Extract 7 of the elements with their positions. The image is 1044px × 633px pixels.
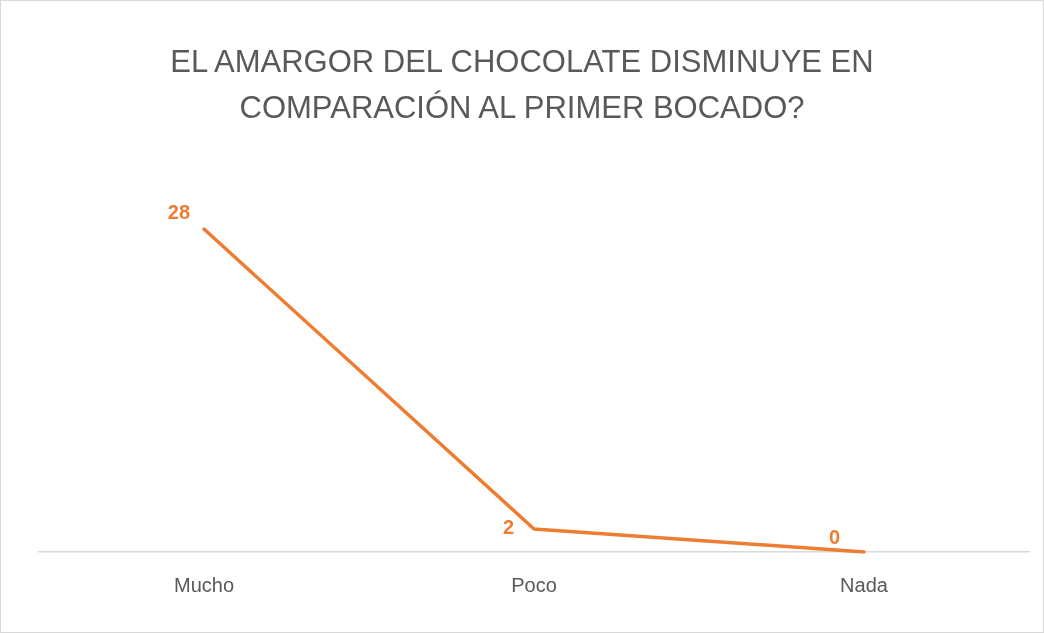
x-tick-label: Nada (840, 573, 889, 596)
x-tick-label: Poco (511, 573, 557, 596)
chart-title: EL AMARGOR DEL CHOCOLATE DISMINUYE EN COMPARACIÓN AL PRIMER BOCADO? (169, 43, 875, 127)
data-label: 28 (167, 200, 190, 223)
data-label: 2 (502, 516, 514, 539)
data-label: 0 (828, 525, 840, 548)
x-tick-label: Mucho (173, 573, 235, 596)
